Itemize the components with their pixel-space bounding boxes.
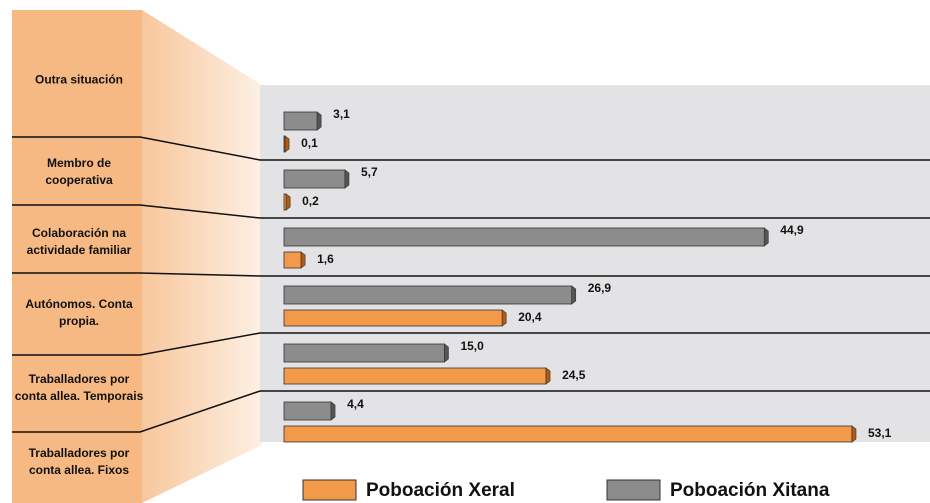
value-label: 26,9 <box>588 281 612 295</box>
bar <box>283 425 853 443</box>
legend-label: Poboación Xitana <box>670 480 830 501</box>
value-label: 1,6 <box>317 252 334 266</box>
bar-cap <box>344 169 350 189</box>
value-label: 24,5 <box>562 368 586 382</box>
bar <box>283 343 445 363</box>
value-label: 3,1 <box>333 107 350 121</box>
bar-cap <box>284 135 290 153</box>
bar <box>283 285 573 305</box>
bar-cap <box>763 227 769 247</box>
legend-swatch <box>302 479 357 501</box>
value-label: 53,1 <box>868 426 892 440</box>
plot-area <box>260 85 930 442</box>
value-label: 44,9 <box>780 223 804 237</box>
bar-cap <box>571 285 577 305</box>
bar-cap <box>444 343 449 363</box>
category-label: Colaboración na actividade familiar <box>26 226 132 257</box>
bar <box>283 111 318 131</box>
label-panel <box>12 10 142 503</box>
legend-label: Poboación Xeral <box>366 480 515 501</box>
bar <box>283 227 765 247</box>
bar-cap <box>851 425 857 443</box>
bar <box>283 401 332 421</box>
value-label: 0,2 <box>302 194 319 208</box>
category-label: Outra situación <box>34 72 123 87</box>
bar <box>283 169 346 189</box>
bar-cap <box>545 367 551 385</box>
bar <box>283 309 503 327</box>
bar-cap <box>285 193 291 211</box>
bar <box>283 367 547 385</box>
value-label: 20,4 <box>518 310 542 324</box>
legend-swatch <box>606 479 661 501</box>
value-label: 15,0 <box>460 339 484 353</box>
category-label: Autónomos. Conta propia. <box>25 297 133 328</box>
category-label: Traballadores por conta allea. Temporais <box>14 372 144 403</box>
category-label: Traballadores por conta allea. Fixos <box>28 446 130 477</box>
bar-cap <box>501 309 507 327</box>
bar-cap <box>300 251 306 269</box>
bar-cap <box>316 111 322 131</box>
bar <box>283 251 302 269</box>
category-label: Membro de cooperativa <box>45 156 113 187</box>
value-label: 4,4 <box>347 397 364 411</box>
value-label: 0,1 <box>301 136 318 150</box>
bar-cap <box>330 401 336 421</box>
label-panel-side <box>142 10 262 503</box>
value-label: 5,7 <box>361 165 378 179</box>
bar <box>283 193 287 211</box>
connector-lines <box>12 136 930 433</box>
